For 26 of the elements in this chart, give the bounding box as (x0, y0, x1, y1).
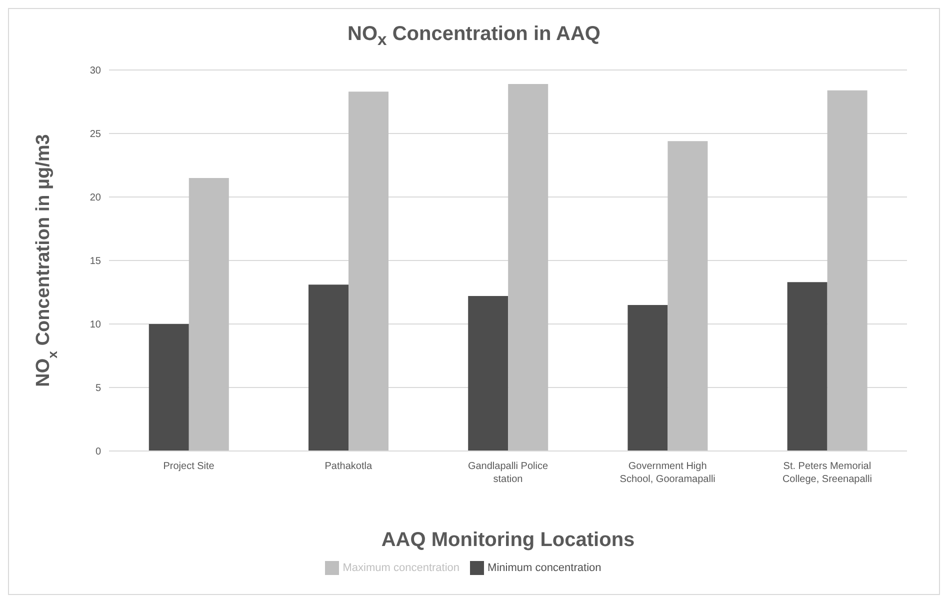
y-tick-label: 5 (95, 383, 102, 394)
y-tick-label: 0 (95, 446, 102, 458)
x-tick-label: Project Site (163, 461, 215, 472)
bar (308, 284, 348, 451)
bar (148, 324, 189, 451)
chart-title: NO$_{x}$ Concentration in AAQ (348, 23, 600, 49)
bar (787, 282, 828, 451)
y-tick-label: 20 (90, 192, 102, 204)
legend-label: Maximum concentration (342, 562, 460, 574)
x-tick-label: St. Peters Memorial College, Sreenapalli (782, 461, 872, 485)
bar (628, 304, 668, 451)
bar (348, 92, 388, 451)
x-tick-label: Government High School, Gooramapalli (620, 461, 716, 485)
y-tick-label: 15 (90, 256, 102, 268)
bar (468, 296, 508, 451)
y-tick-label: 10 (90, 320, 102, 331)
y-tick-label: 25 (90, 129, 102, 140)
legend-label: Minimum concentration (488, 562, 602, 574)
y-tick-label: 30 (90, 66, 102, 77)
x-axis-title: AAQ Monitoring Locations (381, 529, 635, 551)
x-tick-label: Gandlapalli Police station (468, 461, 548, 485)
bar (188, 178, 229, 451)
x-tick-label: Pathakotla (324, 461, 372, 472)
bar (508, 84, 548, 451)
bar (827, 90, 868, 451)
bar (668, 141, 708, 451)
